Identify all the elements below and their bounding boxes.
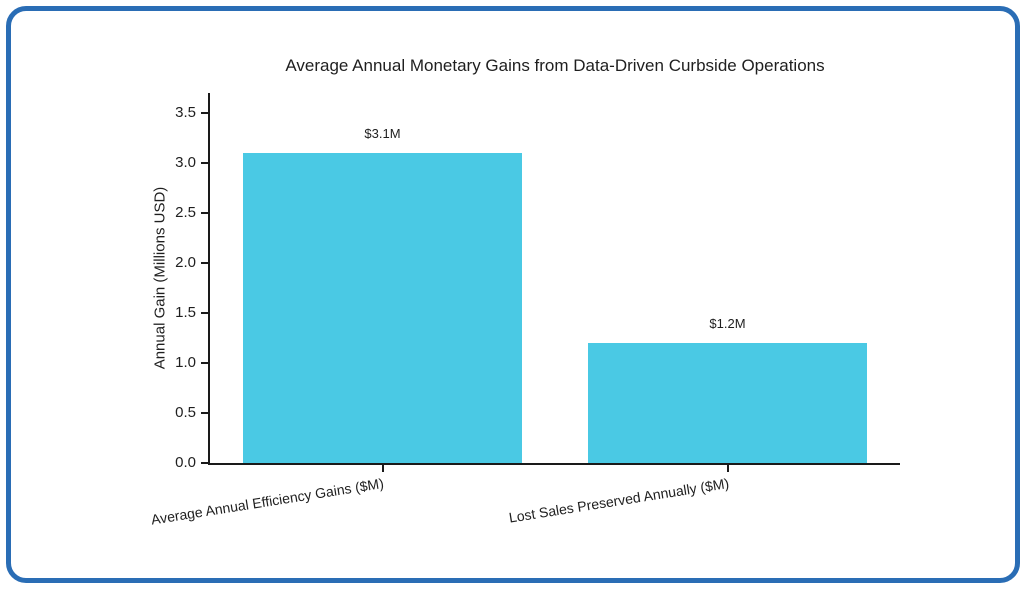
bar-value-label: $3.1M <box>364 126 401 141</box>
y-tick-label: 1.0 <box>175 354 196 371</box>
y-tick-label: 1.5 <box>175 304 196 321</box>
bar-value-label: $1.2M <box>709 316 746 331</box>
y-tick-mark <box>201 262 208 264</box>
y-tick-mark <box>201 212 208 214</box>
y-tick-label: 0.0 <box>175 454 196 471</box>
y-tick-mark <box>201 462 208 464</box>
x-category-label-text: Average Annual Efficiency Gains ($M) <box>150 475 386 528</box>
y-tick-mark <box>201 312 208 314</box>
y-axis-line <box>208 93 210 465</box>
x-category-label-text: Lost Sales Preserved Annually ($M) <box>507 475 731 526</box>
plot-area: 0.0 0.5 1.0 1.5 2.0 2.5 3.0 3.5 $3.1M Average Ann… <box>150 93 900 528</box>
y-tick-mark <box>201 112 208 114</box>
y-tick-label: 2.5 <box>175 204 196 221</box>
y-tick-label: 0.5 <box>175 404 196 421</box>
y-tick-mark <box>201 362 208 364</box>
chart-title: Average Annual Monetary Gains from Data-… <box>285 56 825 75</box>
bar-0 <box>243 153 522 463</box>
y-tick-mark <box>201 412 208 414</box>
y-tick-label: 3.5 <box>175 104 196 121</box>
bar-1 <box>588 343 867 463</box>
y-tick-label: 3.0 <box>175 154 196 171</box>
x-axis-line <box>208 463 900 465</box>
x-tick-mark <box>381 465 384 472</box>
y-tick-label: 2.0 <box>175 254 196 271</box>
y-tick-mark <box>201 162 208 164</box>
x-tick-mark <box>726 465 729 472</box>
